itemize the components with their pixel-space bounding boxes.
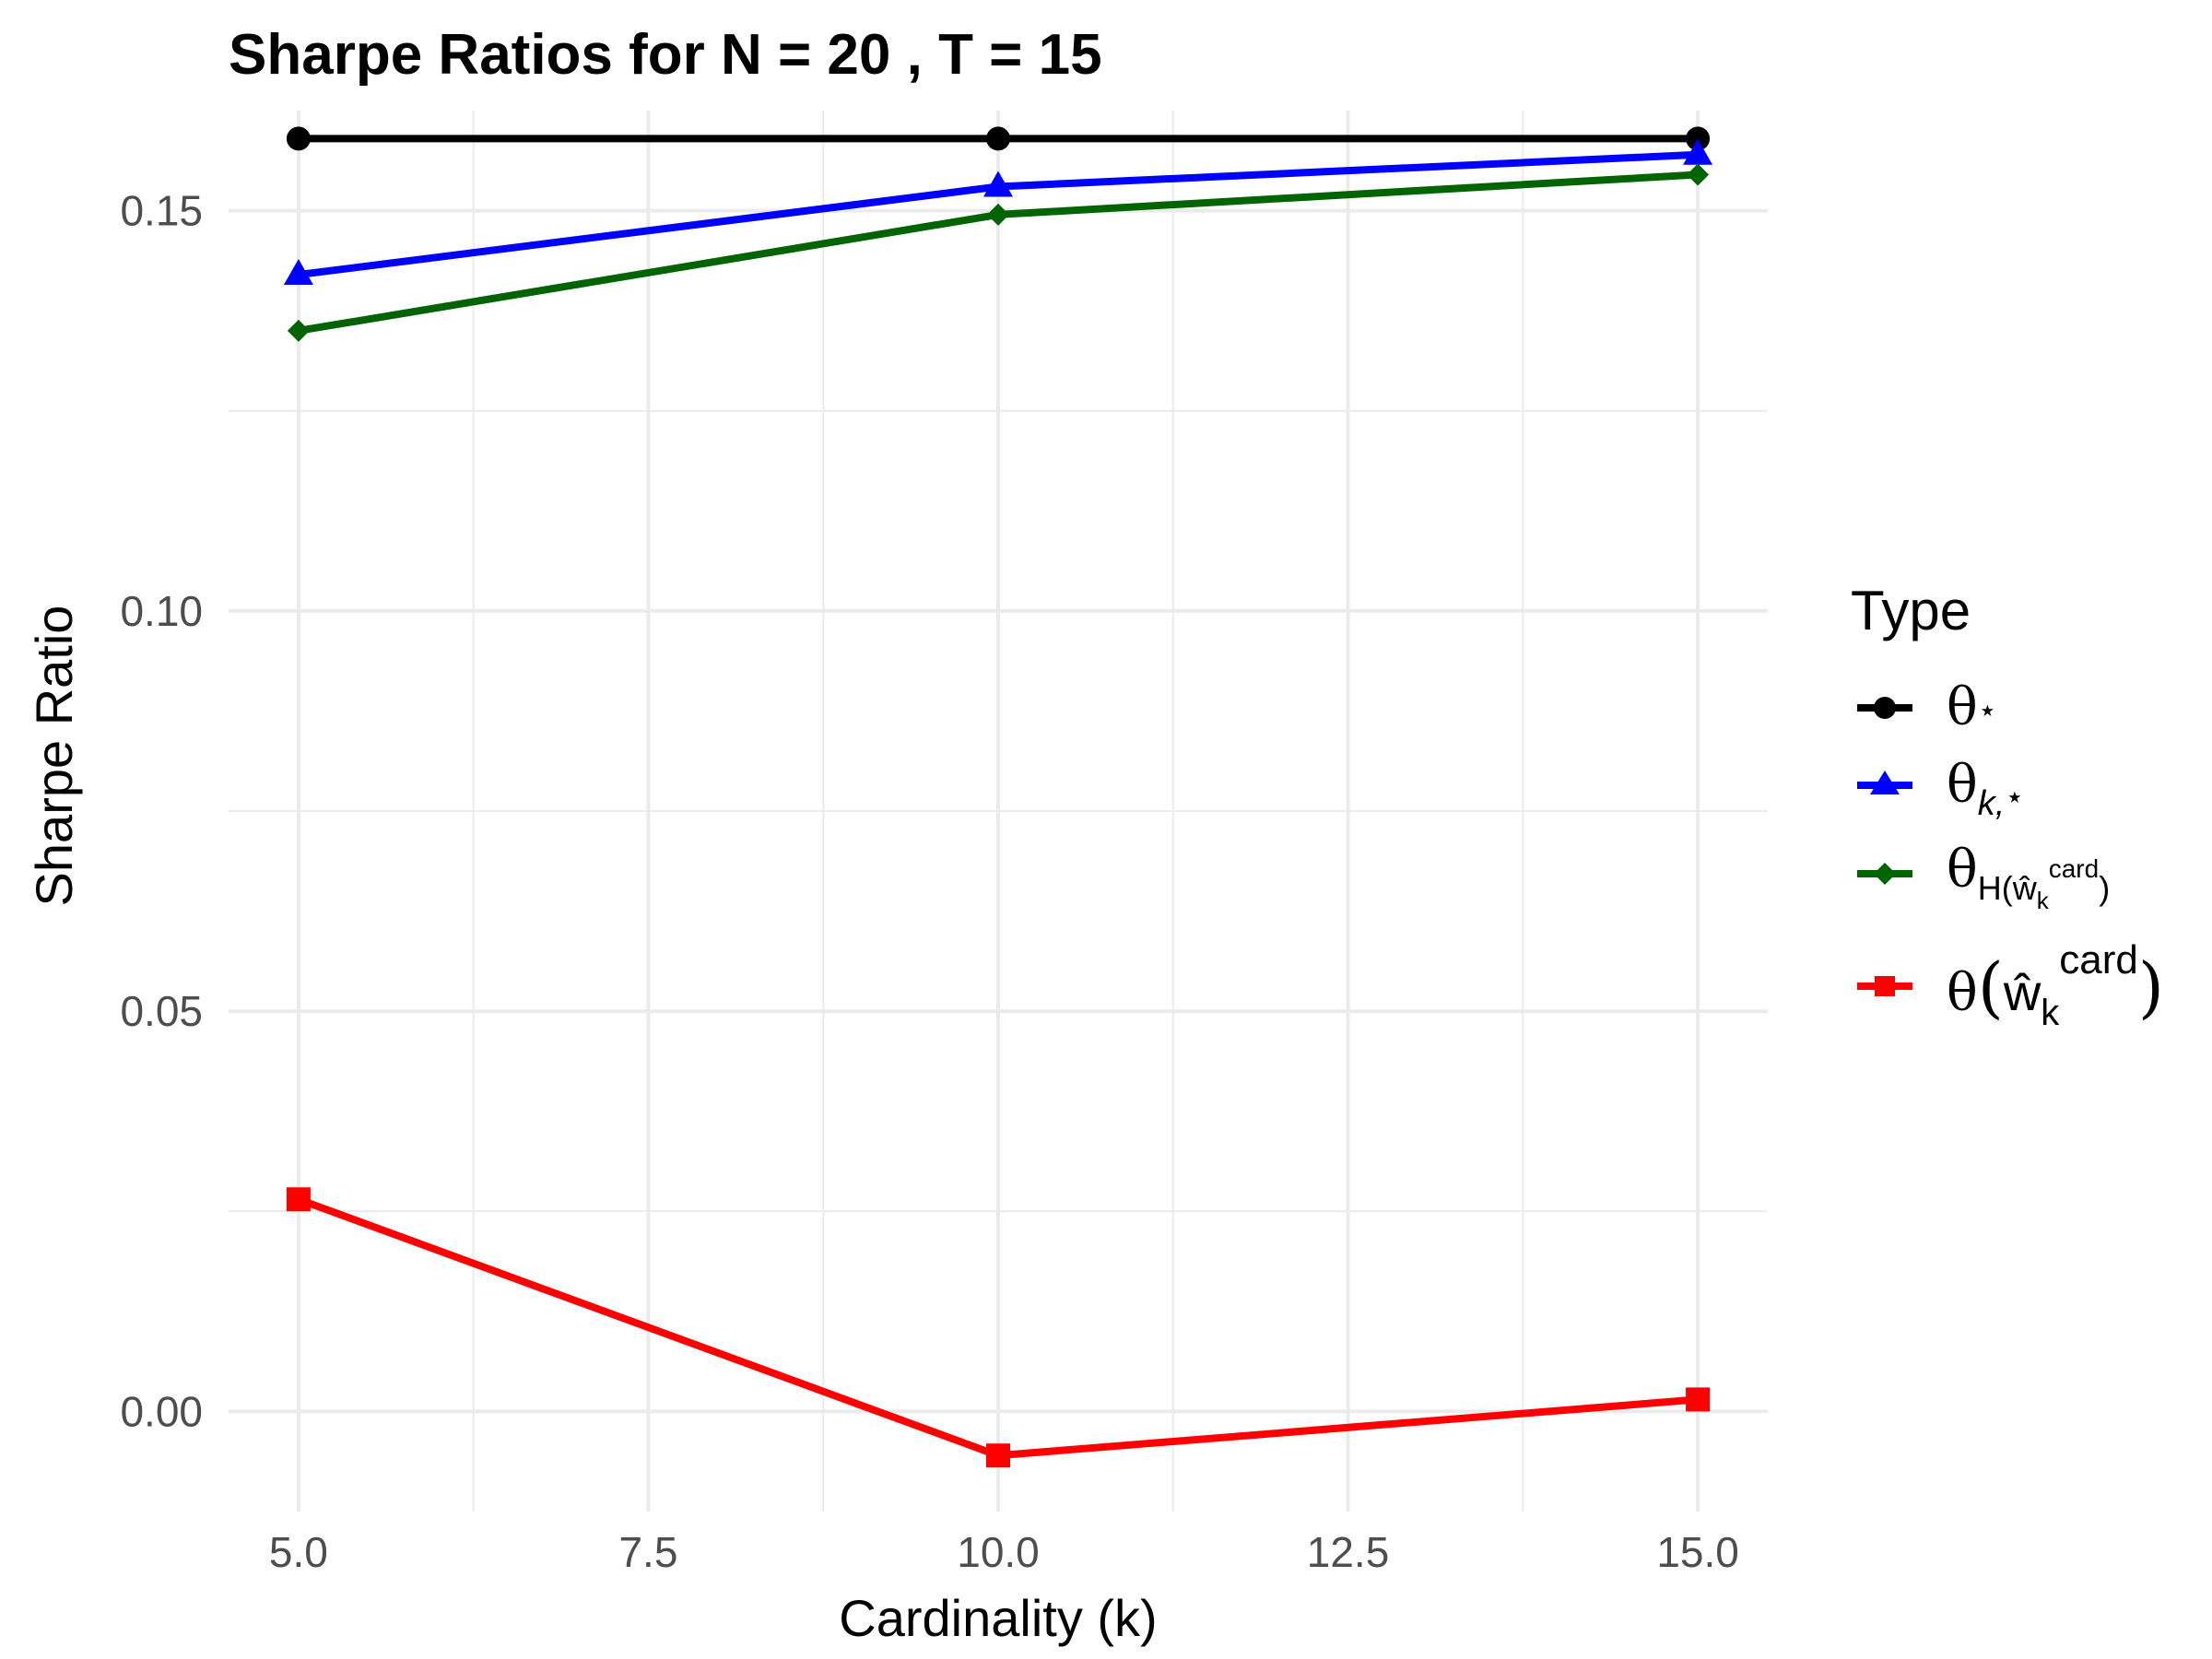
legend-title: Type bbox=[1851, 580, 1971, 641]
data-point bbox=[983, 171, 1013, 197]
legend-marker-diamond bbox=[1874, 863, 1896, 885]
grid bbox=[229, 111, 1768, 1512]
x-axis-title: Cardinality (k) bbox=[839, 1589, 1157, 1647]
data-point bbox=[986, 1443, 1010, 1468]
x-tick-label: 10.0 bbox=[957, 1528, 1040, 1576]
data-point bbox=[283, 259, 313, 286]
data-point bbox=[1687, 163, 1710, 186]
y-tick-label: 0.00 bbox=[120, 1387, 203, 1435]
series-2 bbox=[287, 163, 1710, 342]
chart-title: Sharpe Ratios for N = 20 , T = 15 bbox=[229, 23, 1102, 87]
y-tick-label: 0.05 bbox=[120, 987, 203, 1035]
series-0 bbox=[286, 126, 1711, 151]
x-tick-label: 7.5 bbox=[618, 1528, 677, 1576]
data-point bbox=[286, 126, 311, 151]
data-point bbox=[987, 203, 1009, 226]
y-tick-label: 0.10 bbox=[120, 587, 203, 635]
legend-item-theta-k-star: θk,⋆ bbox=[1857, 755, 2025, 823]
data-point bbox=[1686, 126, 1711, 151]
y-axis-title: Sharpe Ratio bbox=[25, 606, 83, 907]
legend: Type θ⋆ θk,⋆ θH(ŵkcard) θ(ŵkcard) bbox=[1851, 580, 2164, 1033]
legend-label-theta-k-star: θk,⋆ bbox=[1947, 755, 2025, 823]
data-point bbox=[1686, 1387, 1711, 1412]
legend-label-theta-star: θ⋆ bbox=[1947, 677, 1997, 737]
x-tick-label: 12.5 bbox=[1307, 1528, 1390, 1576]
y-axis-ticks: 0.00 0.05 0.10 0.15 bbox=[120, 187, 203, 1436]
legend-marker-circle bbox=[1874, 697, 1896, 719]
legend-label-theta-w: θ(ŵkcard) bbox=[1947, 937, 2164, 1033]
legend-marker-square bbox=[1875, 976, 1895, 996]
x-axis-ticks: 5.0 7.5 10.0 12.5 15.0 bbox=[269, 1528, 1739, 1576]
series-1 bbox=[283, 138, 1713, 286]
data-point bbox=[287, 319, 310, 342]
data-point bbox=[1683, 138, 1713, 165]
legend-label-theta-h: θH(ŵkcard) bbox=[1947, 840, 2110, 914]
legend-item-theta-star: θ⋆ bbox=[1857, 677, 1997, 737]
legend-item-theta-h: θH(ŵkcard) bbox=[1857, 840, 2110, 914]
data-point bbox=[986, 126, 1010, 151]
x-tick-label: 5.0 bbox=[269, 1528, 328, 1576]
data-point bbox=[286, 1187, 311, 1212]
x-tick-label: 15.0 bbox=[1656, 1528, 1739, 1576]
legend-marker-triangle bbox=[1870, 771, 1900, 794]
y-tick-label: 0.15 bbox=[120, 187, 203, 235]
legend-item-theta-w: θ(ŵkcard) bbox=[1857, 937, 2164, 1033]
series-group bbox=[283, 126, 1713, 1468]
series-3 bbox=[286, 1187, 1711, 1468]
